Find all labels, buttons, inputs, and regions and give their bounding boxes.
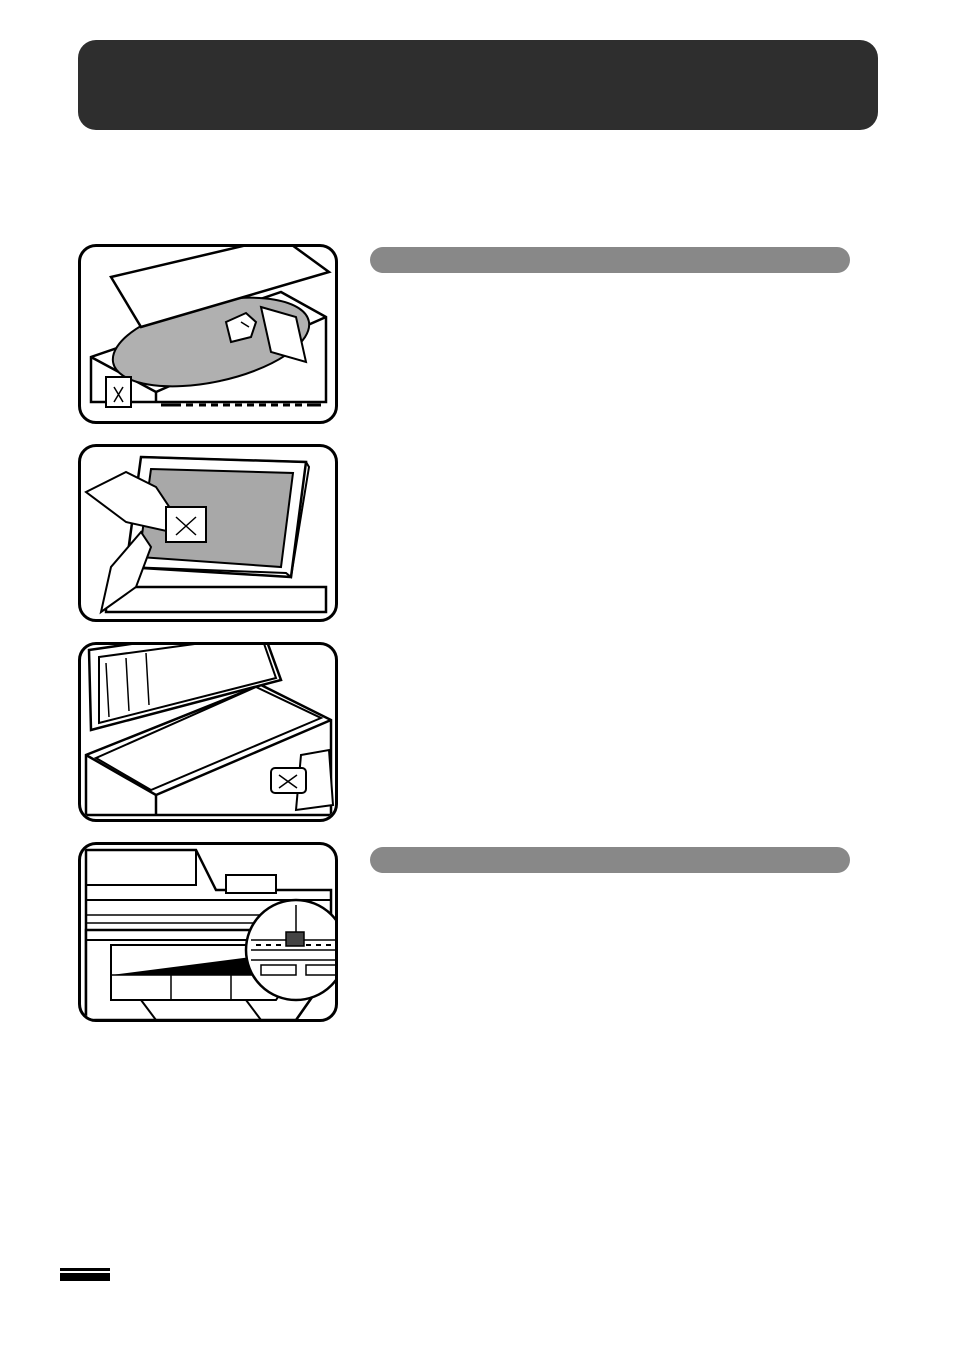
page-indicator-line (60, 1268, 110, 1271)
header-banner (78, 40, 878, 130)
illustration-panel-4 (78, 842, 338, 1022)
section-bar-2 (370, 847, 850, 873)
paper-tray-illustration (81, 845, 338, 1022)
scanner-edge-illustration (81, 645, 338, 822)
document-cover-illustration (81, 447, 338, 622)
illustration-panel-2 (78, 444, 338, 622)
section-bar-1 (370, 247, 850, 273)
illustration-panel-1 (78, 244, 338, 424)
scanner-glass-illustration (81, 247, 338, 424)
illustration-panel-3 (78, 642, 338, 822)
page-indicator-bar (60, 1273, 110, 1281)
